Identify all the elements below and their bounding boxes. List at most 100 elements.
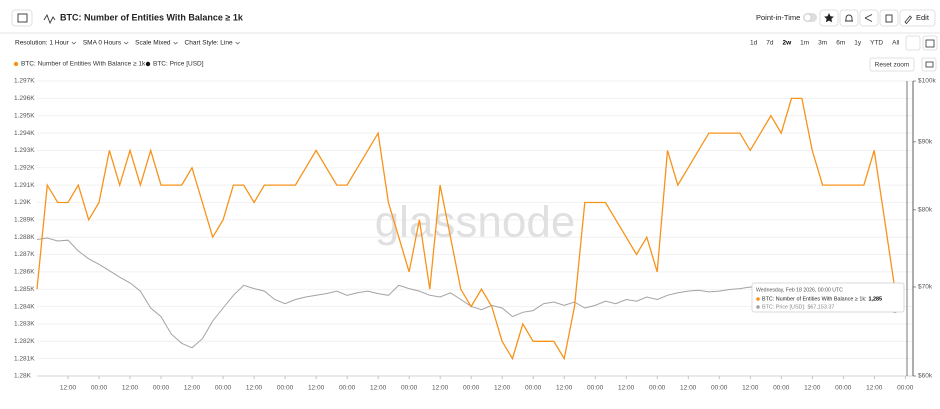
zoom-button[interactable] [905,35,921,51]
x-tick-label: 00:00 [711,385,728,392]
chevron [235,41,240,45]
x-tick-label: 12:00 [122,385,139,392]
controls: Resolution: 1 Hour SMA 0 Hours Scale Mixed… [15,40,240,47]
y-tick-label: 1.282K [14,338,35,345]
range-buttons: 1d 7d 2w 1m 3m 6m 1y YTD All [750,40,900,47]
calendar-button[interactable] [922,35,938,51]
share-icon [864,14,873,22]
control[interactable]: SMA 0 Hours [83,40,122,47]
y-tick-label: 1.29K [14,199,32,206]
x-tick-label: 12:00 [556,385,573,392]
edit-icon [904,15,913,25]
legend-dot [145,61,151,67]
y-tick-label: 1.286K [14,269,35,276]
range-button[interactable]: YTD [870,40,883,47]
range-button[interactable]: 7d [766,40,774,47]
y-tick-label: 1.289K [14,217,35,224]
tooltip [751,282,905,313]
camera-button[interactable] [921,57,937,72]
range-button[interactable]: All [892,40,900,47]
bell-icon [845,14,853,22]
x-tick-label: 12:00 [184,385,201,392]
x-tick-label: 12:00 [370,385,387,392]
tooltip-value: 1,285 [869,296,883,302]
x-tick-label: 12:00 [308,385,325,392]
x-tick-label: 12:00 [742,385,759,392]
y-tick-label: 1.292K [14,164,35,171]
chevron [173,41,178,45]
x-tick-label: 12:00 [60,385,77,392]
x-tick-label: 00:00 [525,385,542,392]
sidebar-icon [17,13,28,23]
range-button[interactable]: 1y [854,40,862,47]
tooltip-date: Wednesday, Feb 18 2026, 00:00 UTC [756,287,843,293]
control[interactable]: Scale Mixed [135,40,171,47]
copy-icon [885,14,893,23]
y-tick-label: 1.293K [14,147,35,154]
x-tick-label: 00:00 [339,385,356,392]
legend-entry[interactable]: BTC: Price [USD] [153,61,204,68]
x-tick-label: 00:00 [277,385,294,392]
y2-tick-label: $90k [918,139,933,146]
star-icon [824,13,834,23]
x-tick-label: 12:00 [804,385,821,392]
toggle-knob [803,13,812,22]
x-tick-label: 12:00 [246,385,263,392]
share-button[interactable] [859,9,879,27]
control[interactable]: Resolution: 1 Hour [15,40,70,47]
range-button[interactable]: 2w [782,40,792,47]
tooltip-dot [756,297,760,301]
y-tick-label: 1.294K [14,130,35,137]
chevron [71,41,77,45]
tooltip-label: BTC: Price [USD]: [762,304,805,310]
y-tick-label: 1.285K [14,286,35,293]
chart-title: BTC: Number of Entities With Balance ≥ 1… [60,12,244,22]
y-tick-label: 1.288K [14,234,35,241]
x-tick-label: 12:00 [432,385,449,392]
tooltip-dot [756,305,760,309]
control[interactable]: Chart Style: Line [185,40,233,47]
y2-tick-label: $100k [918,78,936,85]
chevron [123,41,129,45]
y-tick-label: 1.284K [14,303,35,310]
x-tick-label: 12:00 [494,385,511,392]
y2-tick-label: $60k [918,373,933,380]
reset-zoom-button[interactable] [869,57,915,72]
range-button[interactable]: 6m [836,40,845,47]
copy-button[interactable] [879,9,899,27]
y-tick-label: 1.28K [14,373,32,380]
edit-label: Edit [916,13,930,22]
x-tick-label: 00:00 [897,385,914,392]
x-tick-label: 00:00 [91,385,108,392]
legend-entry[interactable]: BTC: Number of Entities With Balance ≥ 1… [21,61,146,68]
y-tick-label: 1.283K [14,321,35,328]
tooltip-label: BTC: Number of Entities With Balance ≥ 1… [762,296,867,302]
point-in-time-label: Point-in-Time [756,13,800,22]
x-tick-label: 12:00 [680,385,697,392]
reset-zoom-label: Reset zoom [875,62,910,69]
x-tick-label: 00:00 [649,385,666,392]
range-button[interactable]: 3m [818,40,827,47]
y-tick-label: 1.281K [14,355,35,362]
x-tick-label: 00:00 [215,385,232,392]
legend-dot [13,61,19,67]
alert-button[interactable] [839,9,859,27]
calendar-icon [925,39,935,48]
y-tick-label: 1.295K [14,112,35,119]
sidebar-button[interactable] [11,9,33,27]
y-tick-label: 1.297K [14,78,35,85]
series-line [36,97,896,361]
x-tick-label: 00:00 [835,385,852,392]
x-tick-label: 00:00 [153,385,170,392]
x-tick-label: 00:00 [463,385,480,392]
x-tick-label: 00:00 [773,385,790,392]
edit-button[interactable] [899,9,936,27]
y2-tick-label: $80k [918,207,933,214]
x-tick-label: 12:00 [618,385,635,392]
range-button[interactable]: 1m [800,40,809,47]
range-button[interactable]: 1d [750,40,758,47]
x-tick-label: 00:00 [587,385,604,392]
watermark: glassnode [375,198,576,247]
x-tick-label: 12:00 [866,385,883,392]
